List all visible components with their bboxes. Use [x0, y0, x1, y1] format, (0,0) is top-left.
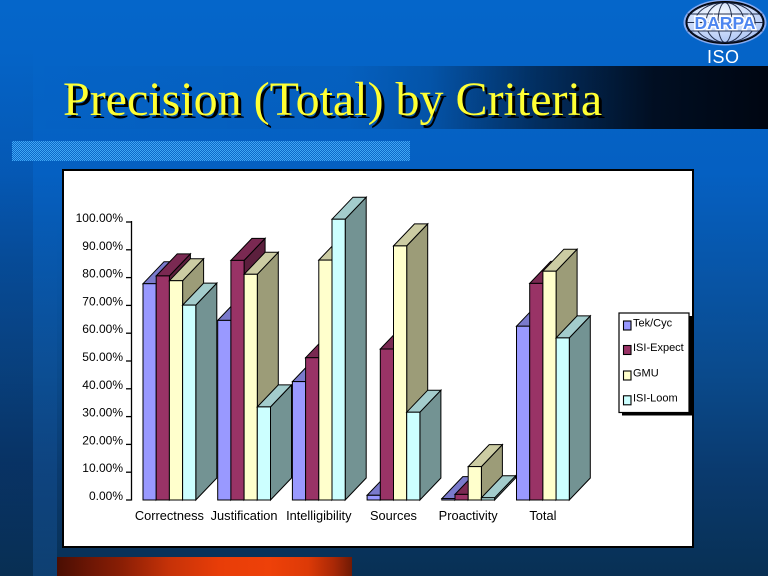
svg-text:Justification: Justification [211, 508, 278, 523]
svg-text:50.00%: 50.00% [82, 350, 123, 364]
svg-text:0.00%: 0.00% [89, 489, 123, 503]
svg-text:70.00%: 70.00% [82, 294, 123, 308]
svg-text:Sources: Sources [370, 508, 417, 523]
svg-text:GMU: GMU [633, 368, 659, 380]
svg-text:Correctness: Correctness [135, 508, 204, 523]
svg-text:Intelligibility: Intelligibility [286, 508, 352, 523]
svg-text:30.00%: 30.00% [82, 406, 123, 420]
svg-text:DARPA: DARPA [695, 13, 756, 33]
svg-text:90.00%: 90.00% [82, 239, 123, 253]
svg-text:Proactivity: Proactivity [439, 508, 499, 523]
svg-text:Tek/Cyc: Tek/Cyc [633, 318, 673, 330]
svg-text:20.00%: 20.00% [82, 433, 123, 447]
svg-text:40.00%: 40.00% [82, 378, 123, 392]
svg-text:100.00%: 100.00% [76, 211, 124, 225]
svg-text:ISI-Expect: ISI-Expect [633, 342, 684, 354]
svg-text:Total: Total [529, 508, 556, 523]
svg-text:80.00%: 80.00% [82, 267, 123, 281]
svg-text:60.00%: 60.00% [82, 322, 123, 336]
svg-text:10.00%: 10.00% [82, 461, 123, 475]
svg-text:ISI-Loom: ISI-Loom [633, 392, 678, 404]
